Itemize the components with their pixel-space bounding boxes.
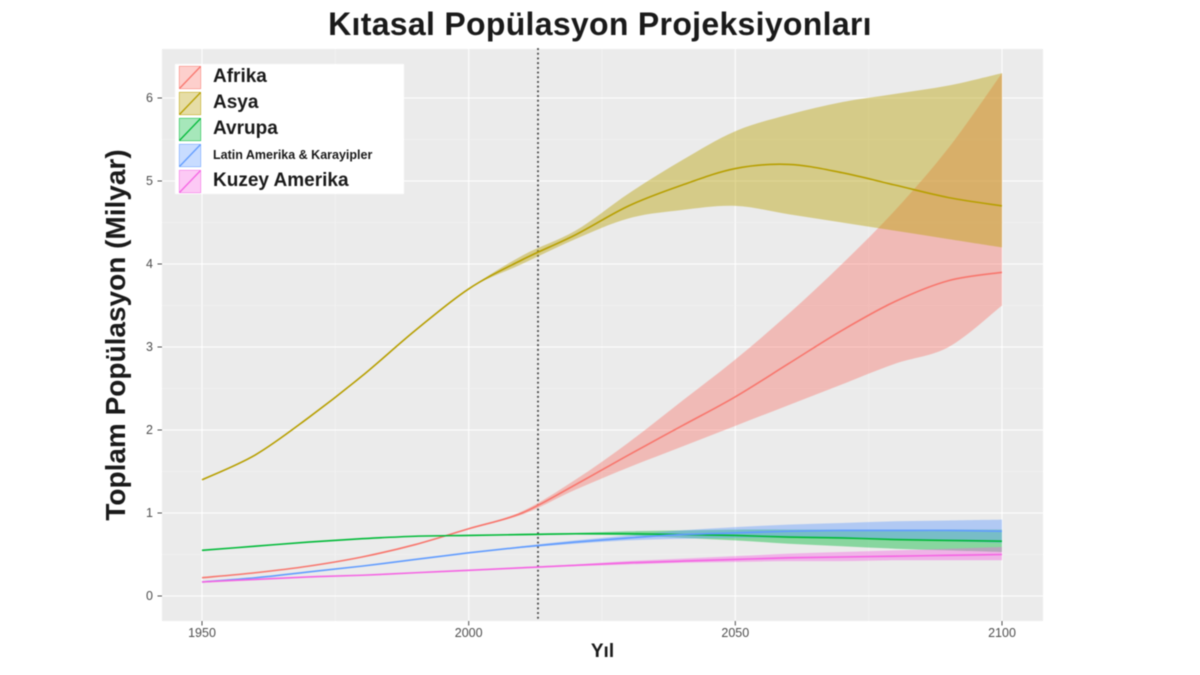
svg-text:1950: 1950 — [188, 626, 216, 640]
svg-text:1: 1 — [146, 506, 153, 520]
svg-text:2000: 2000 — [455, 626, 483, 640]
svg-text:5: 5 — [146, 174, 153, 188]
svg-text:0: 0 — [146, 589, 153, 603]
svg-text:4: 4 — [146, 257, 153, 271]
svg-text:2050: 2050 — [721, 626, 749, 640]
svg-text:3: 3 — [146, 340, 153, 354]
svg-text:2100: 2100 — [988, 626, 1016, 640]
svg-text:2: 2 — [146, 423, 153, 437]
svg-text:6: 6 — [146, 91, 153, 105]
